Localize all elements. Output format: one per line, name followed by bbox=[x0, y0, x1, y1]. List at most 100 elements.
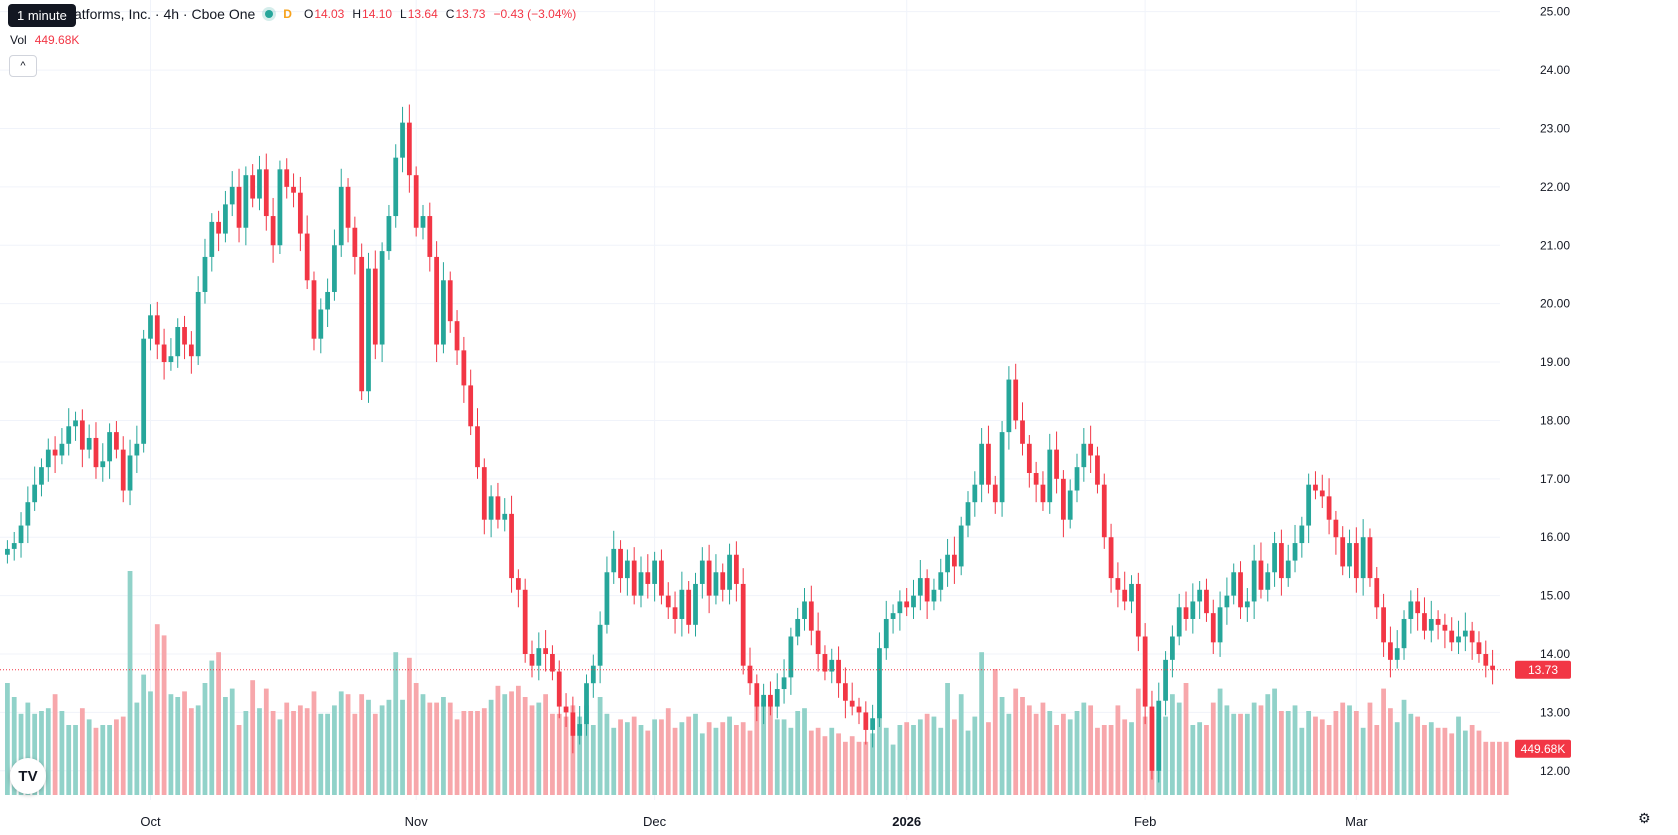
volume-bar bbox=[1210, 702, 1216, 795]
candle-body bbox=[284, 169, 290, 187]
time-tick-label: Oct bbox=[140, 814, 161, 829]
candle-body bbox=[999, 432, 1005, 503]
candle-body bbox=[502, 513, 508, 520]
volume-bar bbox=[509, 691, 514, 795]
volume-bar bbox=[808, 730, 814, 795]
candle-body bbox=[1115, 578, 1121, 590]
candle-body bbox=[195, 291, 201, 357]
volume-bar bbox=[1319, 719, 1325, 795]
volume-bar bbox=[768, 699, 773, 795]
time-tick-label: 2026 bbox=[892, 814, 921, 829]
candle-body bbox=[120, 449, 126, 491]
volume-bar bbox=[1013, 688, 1019, 795]
volume-bar bbox=[1490, 741, 1495, 795]
candle-body bbox=[1061, 478, 1066, 520]
settings-gear-icon[interactable]: ⚙ bbox=[1638, 810, 1651, 826]
volume-bar bbox=[447, 702, 453, 795]
candle-body bbox=[434, 256, 439, 345]
candle-body bbox=[495, 496, 501, 520]
candle-body bbox=[11, 543, 17, 549]
candle-body bbox=[1313, 484, 1318, 491]
chevron-up-icon: ^ bbox=[20, 60, 26, 72]
candle-body bbox=[686, 589, 692, 625]
price-tick-label: 14.00 bbox=[1540, 647, 1570, 661]
candle-body bbox=[236, 186, 242, 228]
candle-body bbox=[454, 321, 460, 351]
low-value: L13.64 bbox=[400, 7, 438, 21]
volume-bar bbox=[52, 694, 58, 795]
candle-body bbox=[93, 437, 99, 468]
candle-body bbox=[366, 268, 371, 392]
volume-bar bbox=[1265, 694, 1271, 795]
candle-body bbox=[1074, 467, 1080, 491]
volume-bar bbox=[1183, 683, 1189, 795]
volume-bar bbox=[1006, 713, 1012, 795]
volume-bar bbox=[502, 694, 508, 795]
volume-bar bbox=[795, 711, 801, 795]
volume-bar bbox=[1047, 711, 1053, 795]
volume-bar bbox=[311, 691, 317, 795]
volume-bar bbox=[740, 722, 746, 795]
candle-body bbox=[693, 583, 698, 625]
candle-body bbox=[427, 216, 433, 257]
candle-body bbox=[965, 502, 971, 526]
axis-badges: 13.73 449.68K bbox=[1515, 660, 1571, 758]
candle-body bbox=[175, 327, 181, 357]
candle-body bbox=[1415, 601, 1421, 614]
candle-body bbox=[400, 122, 405, 158]
price-tick-label: 15.00 bbox=[1540, 589, 1570, 603]
candle-body bbox=[781, 677, 787, 690]
price-axis[interactable]: 25.00 24.00 23.00 22.00 21.00 20.00 19.00 18.00… bbox=[1540, 5, 1570, 778]
volume-bar bbox=[938, 727, 944, 795]
candle-body bbox=[986, 443, 991, 485]
candle-body bbox=[550, 654, 555, 672]
time-axis[interactable]: Oct Nov Dec 2026 Feb Mar bbox=[140, 814, 1368, 829]
volume-bar bbox=[986, 722, 991, 795]
candle-body bbox=[277, 169, 283, 246]
volume-bar bbox=[863, 741, 869, 795]
candle-body bbox=[223, 204, 228, 234]
volume-bar bbox=[604, 713, 610, 795]
candle-body bbox=[447, 280, 453, 322]
volume-bar bbox=[59, 711, 65, 795]
delayed-badge[interactable]: D bbox=[283, 7, 292, 21]
candle-body bbox=[611, 548, 617, 573]
volume-bar bbox=[720, 722, 726, 795]
symbol-title[interactable]: atforms, Inc. · 4h · Cboe One bbox=[74, 6, 256, 22]
price-tick-label: 23.00 bbox=[1540, 121, 1570, 135]
candle-body bbox=[1306, 484, 1312, 526]
volume-bar bbox=[1285, 711, 1291, 795]
candle-body bbox=[597, 624, 603, 666]
volume-bar bbox=[1197, 722, 1203, 795]
volume-bar bbox=[216, 652, 221, 795]
volume-bar bbox=[1292, 705, 1298, 795]
volume-bar bbox=[822, 736, 828, 795]
candle-body bbox=[665, 595, 671, 608]
volume-bar bbox=[1347, 705, 1352, 795]
volume-bar bbox=[788, 727, 794, 795]
candle-body bbox=[808, 601, 814, 631]
volume-bar bbox=[325, 713, 330, 795]
volume-bar bbox=[297, 705, 303, 795]
volume-bar bbox=[951, 719, 957, 795]
volume-bar bbox=[1217, 688, 1223, 795]
candle-body bbox=[45, 449, 51, 468]
volume-bar bbox=[229, 688, 235, 795]
volume-bar bbox=[679, 722, 685, 795]
volume-bar bbox=[842, 741, 848, 795]
volume-bar bbox=[645, 730, 651, 795]
tradingview-logo[interactable]: TV bbox=[10, 758, 46, 794]
candle-body bbox=[849, 700, 855, 707]
volume-bar bbox=[223, 697, 228, 795]
volume-bar bbox=[1367, 702, 1373, 795]
candle-body bbox=[318, 309, 324, 339]
volume-bar bbox=[1061, 713, 1066, 795]
volume-bar bbox=[386, 699, 392, 795]
volume-bar bbox=[154, 624, 160, 795]
market-open-icon bbox=[265, 10, 274, 18]
candle-body bbox=[897, 601, 903, 614]
candles bbox=[5, 104, 1495, 783]
collapse-legend-button[interactable]: ^ bbox=[9, 55, 37, 77]
volume-bar bbox=[774, 719, 780, 795]
